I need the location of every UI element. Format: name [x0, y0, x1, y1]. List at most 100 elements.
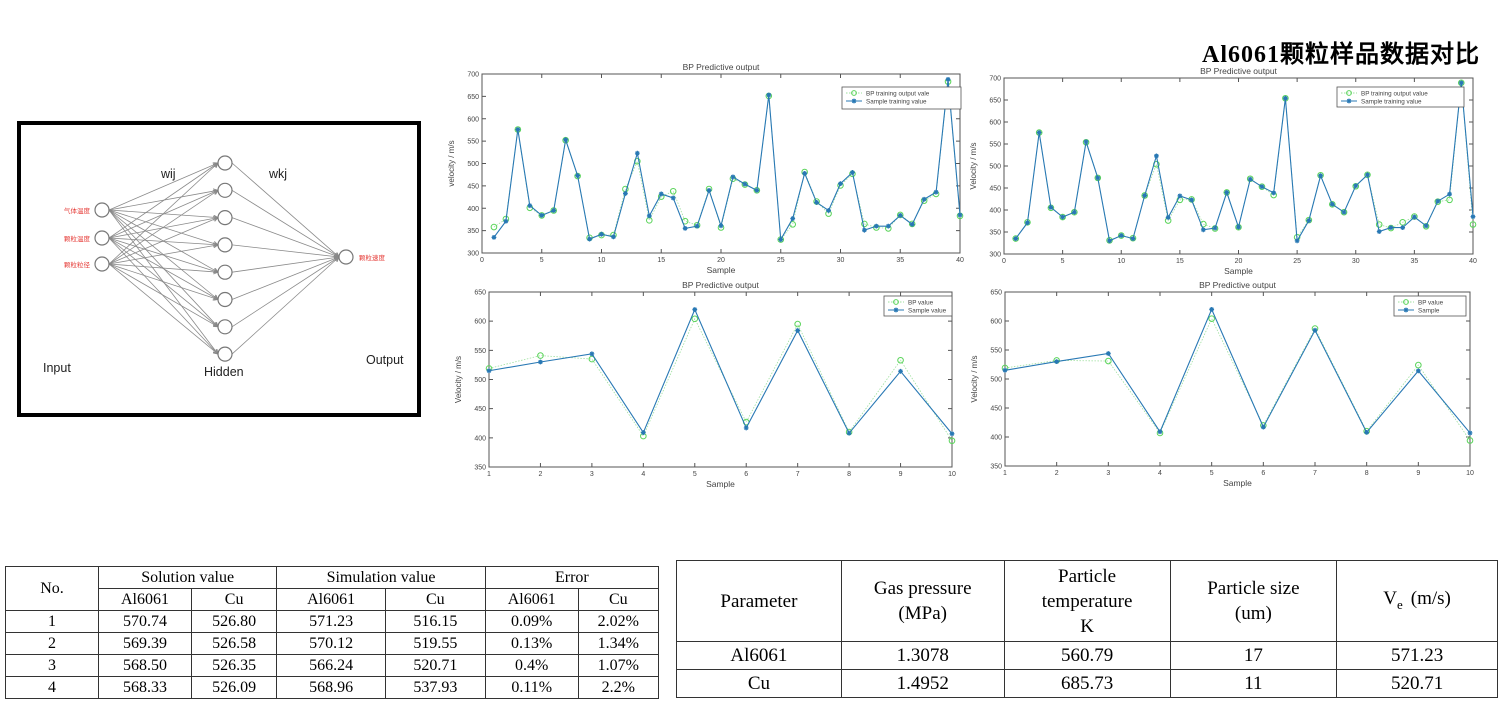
x-tick-label: 1 — [1003, 470, 1007, 477]
param-header-line: (um) — [1234, 603, 1272, 624]
legend-entry: BP value — [1418, 299, 1444, 306]
data-point-star — [933, 189, 939, 195]
param-header-line: K — [1080, 615, 1094, 637]
data-point-circle — [1141, 192, 1148, 199]
x-tick-label: 3 — [590, 471, 594, 478]
table-cell: 570.12 — [276, 632, 386, 655]
chart-test-left: BP Predictive output Sample Velocity / m/s… — [440, 278, 970, 498]
data-point-circle — [1364, 171, 1371, 179]
weight-edge-wij — [108, 163, 218, 211]
y-tick-label: 500 — [474, 377, 486, 384]
legend-entry: Sample training value — [866, 98, 927, 105]
data-point-circle — [1059, 213, 1066, 221]
series-sample — [491, 76, 963, 242]
param-header-line: Particle size — [1207, 578, 1300, 599]
table-cell: 520.71 — [384, 654, 486, 677]
table-cell: 685.73 — [1003, 669, 1171, 698]
table-cell: 516.15 — [384, 610, 486, 633]
data-point-circle — [861, 220, 868, 228]
data-point-star — [1118, 233, 1124, 238]
data-point-star — [1189, 197, 1194, 203]
data-point-star — [1130, 236, 1136, 241]
x-axis-label: Sample — [707, 265, 736, 275]
x-tick-label: 8 — [847, 471, 851, 478]
weight-edge-wij — [108, 245, 218, 265]
data-point-star — [1318, 173, 1323, 179]
y-tick-label: 350 — [990, 464, 1002, 471]
data-point-star — [862, 227, 867, 233]
x-tick-label: 40 — [956, 257, 964, 264]
legend-marker-circle — [1346, 90, 1352, 96]
data-point-star — [1400, 225, 1406, 230]
header-error: Error — [484, 566, 660, 589]
x-tick-label: 2 — [1055, 470, 1059, 477]
y-tick-label: 400 — [474, 435, 486, 442]
data-point-star — [949, 431, 955, 437]
table-cell: 1.4952 — [840, 669, 1005, 698]
table-cell: 566.24 — [276, 654, 386, 677]
x-tick-label: 10 — [948, 471, 956, 478]
data-point-star — [826, 208, 831, 213]
data-point-star — [1200, 227, 1206, 233]
data-point-star — [1107, 238, 1112, 244]
x-tick-label: 10 — [1117, 258, 1125, 265]
data-point-star — [766, 92, 772, 98]
y-tick-label: 550 — [990, 348, 1002, 355]
data-point-star — [898, 368, 903, 374]
data-point-star — [1048, 204, 1054, 210]
hidden-node — [217, 209, 233, 226]
data-point-star — [486, 368, 492, 374]
data-point-star — [587, 236, 592, 242]
table-cell: 526.09 — [190, 676, 278, 699]
data-point-circle — [1329, 200, 1336, 208]
data-point-star — [1224, 190, 1230, 195]
y-tick-label: 400 — [990, 435, 1002, 442]
param-header: Particle size (um) — [1169, 560, 1338, 642]
y-tick-label: 500 — [467, 161, 479, 168]
data-point-star — [897, 213, 903, 218]
y-tick-label: 450 — [467, 183, 479, 190]
x-tick-label: 25 — [1293, 258, 1301, 265]
parameter-table: Parameter Gas pressure (MPa) Particle temper… — [676, 560, 1498, 698]
legend-marker-circle — [893, 299, 899, 305]
subheader-al6061: Al6061 — [276, 588, 386, 611]
series-line — [488, 308, 953, 435]
header-ve-main: V — [1383, 587, 1397, 609]
table-cell: 519.55 — [384, 632, 486, 655]
x-tick-label: 2 — [538, 471, 542, 478]
weight-edge-wij — [108, 218, 218, 265]
table-cell: 2.02% — [577, 610, 660, 633]
weight-edge-wij — [108, 237, 218, 245]
data-point-star — [1423, 223, 1429, 229]
weight-edge-wkj — [231, 244, 339, 257]
weight-edge-wkj — [231, 162, 339, 257]
data-point-circle — [1208, 315, 1215, 322]
data-point-star — [539, 213, 545, 218]
y-tick-label: 650 — [474, 290, 486, 297]
hidden-node — [217, 346, 233, 362]
y-axis-label: Velocity / m/s — [454, 356, 463, 403]
y-tick-label: 400 — [989, 208, 1001, 215]
data-point-circle — [1258, 183, 1266, 190]
data-point-star — [795, 328, 801, 333]
data-point-star — [551, 208, 557, 213]
data-point-star — [1177, 193, 1183, 199]
data-point-star — [893, 307, 899, 313]
data-point-star — [692, 307, 698, 312]
layer-label-output: Output — [366, 353, 404, 367]
hidden-node — [217, 182, 233, 198]
x-tick-label: 4 — [1158, 470, 1162, 477]
series-line — [493, 79, 961, 242]
data-point-star — [1271, 190, 1277, 196]
legend-entry: Sample value — [908, 307, 947, 314]
data-point-circle — [538, 212, 546, 219]
data-point-star — [1294, 238, 1300, 244]
table-cell: 520.71 — [1336, 669, 1498, 698]
data-point-star — [1346, 98, 1352, 104]
legend-entry: Sample training value — [1361, 98, 1422, 105]
weight-edge-wij — [108, 218, 218, 239]
x-tick-label: 20 — [717, 257, 725, 264]
x-tick-label: 10 — [1466, 470, 1474, 477]
